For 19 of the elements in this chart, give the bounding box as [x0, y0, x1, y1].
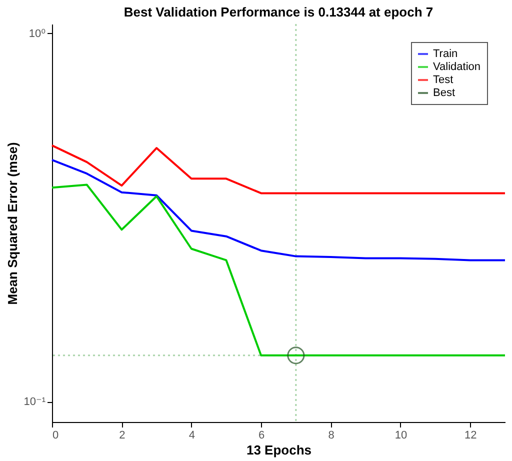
x-tick-label: 10: [394, 430, 408, 442]
legend-label: Test: [433, 74, 454, 86]
line-series: [51, 184, 506, 356]
x-tick-label: 6: [258, 430, 265, 442]
x-tick-label: 4: [188, 430, 195, 442]
y-tick-label: 10⁻¹: [24, 396, 46, 408]
x-tick-label: 8: [328, 430, 334, 442]
x-tick-label: 12: [464, 430, 477, 442]
line-series: [51, 158, 506, 262]
y-tick-label: 10⁰: [28, 28, 46, 40]
x-tick-label: 0: [52, 430, 59, 442]
x-axis-title: 13 Epochs: [246, 442, 312, 458]
line-series: [51, 144, 506, 194]
legend-label: Validation: [433, 61, 480, 73]
legend-label: Best: [433, 87, 456, 99]
chart-title: Best Validation Performance is 0.13344 at epoch 7: [124, 4, 434, 20]
x-tick-label: 2: [119, 430, 126, 442]
legend-label: Train: [433, 48, 458, 60]
y-axis-title: Mean Squared Error (mse): [4, 142, 20, 305]
